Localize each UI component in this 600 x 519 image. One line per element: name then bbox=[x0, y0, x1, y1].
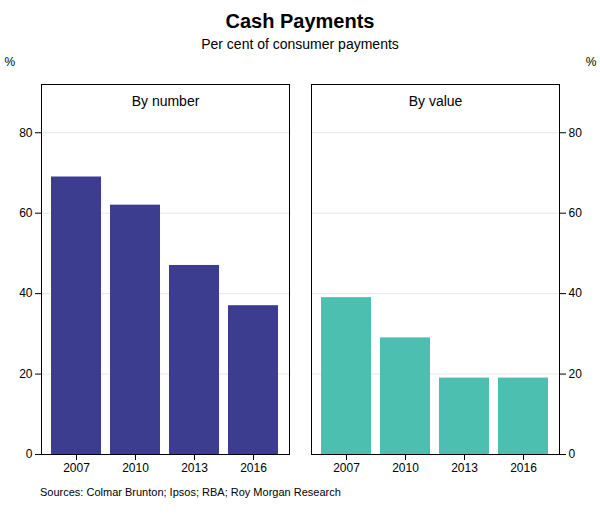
svg-text:20: 20 bbox=[19, 367, 33, 381]
svg-text:By number: By number bbox=[132, 93, 200, 109]
html-text:Sources: Colmar Brunton; Ipsos: Sources: Colmar Brunton; Ipsos; RBA; Roy… bbox=[40, 486, 341, 498]
svg-text:20: 20 bbox=[569, 367, 583, 381]
svg-text:2016: 2016 bbox=[240, 461, 267, 475]
svg-text:2010: 2010 bbox=[392, 461, 419, 475]
svg-text:2013: 2013 bbox=[451, 461, 478, 475]
svg-text:0: 0 bbox=[569, 447, 576, 461]
svg-text:2013: 2013 bbox=[181, 461, 208, 475]
svg-text:By value: By value bbox=[409, 93, 463, 109]
svg-text:2007: 2007 bbox=[333, 461, 360, 475]
svg-text:%: % bbox=[5, 55, 16, 69]
svg-text:40: 40 bbox=[569, 286, 583, 300]
html-text:Per cent of consumer payments: Per cent of consumer payments bbox=[201, 36, 399, 52]
svg-text:%: % bbox=[586, 55, 597, 69]
svg-text:2007: 2007 bbox=[63, 461, 90, 475]
svg-text:2010: 2010 bbox=[122, 461, 149, 475]
svg-text:60: 60 bbox=[569, 206, 583, 220]
svg-text:0: 0 bbox=[26, 447, 33, 461]
svg-text:80: 80 bbox=[569, 126, 583, 140]
svg-text:60: 60 bbox=[19, 206, 33, 220]
svg-text:2016: 2016 bbox=[510, 461, 537, 475]
svg-text:80: 80 bbox=[19, 126, 33, 140]
svg-text:40: 40 bbox=[19, 286, 33, 300]
html-text:Cash Payments: Cash Payments bbox=[225, 10, 375, 32]
